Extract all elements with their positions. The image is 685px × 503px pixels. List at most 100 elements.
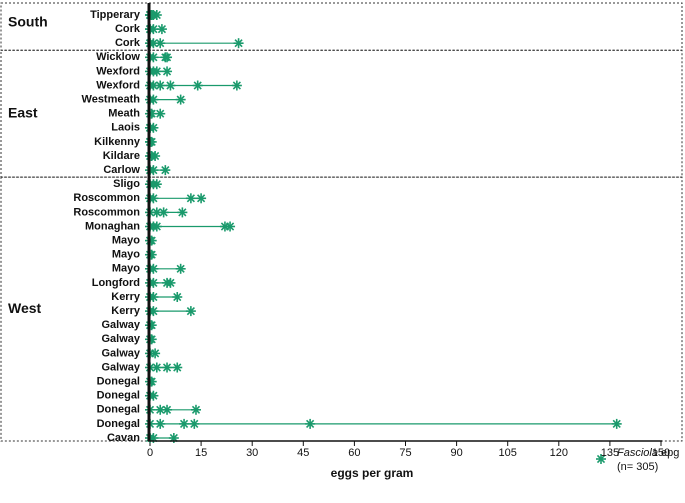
- row-label: Wexford: [96, 65, 140, 77]
- star-stroke: [193, 81, 202, 90]
- row-label: Donegal: [97, 418, 140, 430]
- data-point: [189, 418, 200, 429]
- star-stroke: [149, 39, 158, 48]
- star-stroke: [149, 194, 158, 203]
- star-stroke: [156, 405, 165, 414]
- data-point: [233, 38, 244, 49]
- star-stroke: [190, 419, 199, 429]
- region-label: West: [8, 300, 42, 316]
- data-point: [162, 362, 173, 373]
- row-label: Westmeath: [82, 94, 141, 106]
- star-stroke: [149, 95, 158, 104]
- legend-note: (n= 305): [617, 461, 658, 473]
- data-point: [151, 221, 162, 232]
- x-tick-label: 75: [399, 447, 411, 459]
- star-stroke: [152, 10, 161, 20]
- data-point: [196, 193, 207, 204]
- row-label: Mayo: [112, 249, 140, 261]
- row-label: Galway: [101, 347, 140, 359]
- data-point: [156, 24, 167, 35]
- legend-label: Fasciola epg: [617, 447, 679, 459]
- row-label: Sligo: [113, 178, 140, 190]
- star-stroke: [159, 208, 168, 217]
- star-stroke: [173, 292, 182, 302]
- star-stroke: [149, 81, 158, 90]
- row-label: Donegal: [97, 390, 140, 402]
- data-point: [165, 277, 176, 288]
- star-stroke: [186, 194, 195, 203]
- x-tick-label: 30: [246, 447, 258, 459]
- star-stroke: [149, 123, 158, 132]
- row-label: Wexford: [96, 79, 140, 91]
- region-label: East: [8, 104, 38, 120]
- star-stroke: [176, 95, 185, 104]
- row-label: Meath: [108, 108, 140, 120]
- data-point: [190, 404, 201, 415]
- row-label: Carlow: [103, 164, 140, 176]
- data-point: [177, 207, 188, 218]
- row-label: Monaghan: [85, 220, 140, 232]
- star-stroke: [149, 278, 158, 288]
- data-point: [160, 165, 171, 176]
- x-tick-label: 0: [147, 447, 153, 459]
- data-point: [172, 292, 183, 302]
- data-point: [151, 362, 162, 373]
- star-stroke: [152, 208, 161, 217]
- star-stroke: [162, 67, 172, 76]
- row-label: Cork: [115, 23, 141, 35]
- star-stroke: [225, 222, 235, 231]
- star-stroke: [179, 419, 189, 429]
- star-stroke: [191, 405, 201, 414]
- row-label: Laois: [111, 122, 140, 134]
- star-stroke: [152, 67, 161, 76]
- row-label: Longford: [92, 277, 140, 289]
- star-stroke: [596, 454, 606, 464]
- star-stroke: [162, 53, 172, 62]
- data-point: [155, 418, 166, 429]
- row-label: Mayo: [112, 263, 140, 275]
- data-point: [231, 80, 242, 91]
- data-point: [611, 418, 622, 429]
- row-label: Wicklow: [96, 51, 140, 63]
- data-point: [150, 151, 161, 161]
- legend-name: epg: [661, 447, 679, 459]
- data-point: [162, 66, 173, 77]
- legend-italic: Fasciola: [617, 447, 658, 459]
- star-stroke: [176, 264, 185, 273]
- x-tick-label: 120: [550, 447, 568, 459]
- x-tick-label: 90: [450, 447, 462, 459]
- star-stroke: [157, 24, 167, 34]
- data-point: [185, 193, 196, 204]
- data-point: [192, 80, 203, 91]
- row-label: Tipperary: [90, 9, 141, 21]
- star-stroke: [149, 306, 158, 316]
- star-stroke: [149, 292, 158, 302]
- row-label: Kildare: [103, 150, 140, 162]
- data-point: [162, 52, 173, 63]
- x-tick-label: 105: [499, 447, 517, 459]
- star-stroke: [234, 39, 243, 48]
- star-stroke: [166, 278, 175, 288]
- star-stroke: [166, 81, 175, 90]
- data-point: [305, 418, 316, 429]
- region-label: South: [8, 13, 48, 29]
- data-point: [155, 80, 166, 91]
- data-point: [151, 66, 162, 77]
- star-stroke: [156, 109, 165, 118]
- star-stroke: [162, 363, 172, 372]
- data-point: [172, 362, 183, 373]
- star-stroke: [149, 165, 158, 175]
- star-stroke: [612, 419, 621, 429]
- star-stroke: [152, 363, 161, 372]
- data-point: [150, 348, 161, 359]
- star-stroke: [162, 405, 172, 414]
- star-stroke: [186, 306, 195, 316]
- data-point: [185, 306, 196, 317]
- row-label: Galway: [101, 319, 140, 331]
- star-stroke: [156, 419, 165, 429]
- star-stroke: [151, 151, 160, 161]
- data-point: [155, 404, 166, 415]
- row-label: Cork: [115, 37, 141, 49]
- x-tick-label: 60: [348, 447, 360, 459]
